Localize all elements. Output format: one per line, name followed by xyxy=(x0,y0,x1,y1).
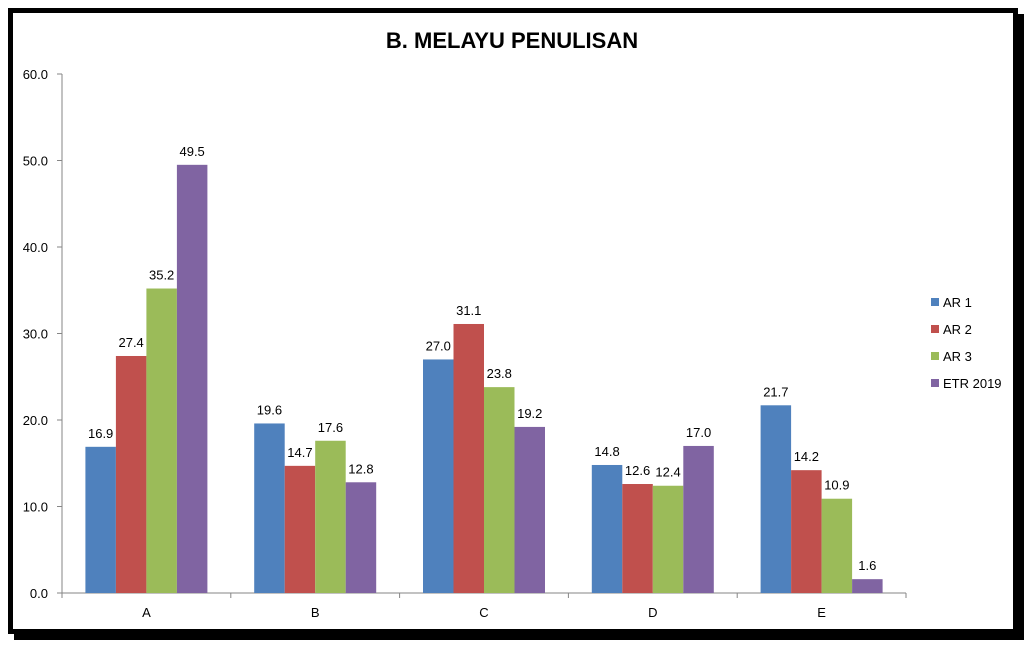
y-tick-label: 10.0 xyxy=(23,500,48,515)
legend-label: ETR 2019 xyxy=(943,376,1002,391)
data-label: 14.2 xyxy=(794,449,819,464)
y-tick-label: 60.0 xyxy=(23,67,48,82)
data-label: 14.7 xyxy=(287,445,312,460)
legend-label: AR 1 xyxy=(943,295,972,310)
bar xyxy=(760,405,792,593)
data-label: 10.9 xyxy=(824,478,849,493)
data-label: 35.2 xyxy=(149,268,174,283)
bar xyxy=(514,426,545,593)
y-tick-label: 40.0 xyxy=(23,240,48,255)
data-label: 17.0 xyxy=(686,425,711,440)
bar xyxy=(315,440,346,593)
data-label: 27.4 xyxy=(118,335,143,350)
data-label: 23.8 xyxy=(487,366,512,381)
y-tick-label: 20.0 xyxy=(23,413,48,428)
legend-swatch xyxy=(931,325,939,333)
x-tick-label: D xyxy=(648,605,657,620)
bar xyxy=(176,164,208,593)
bar xyxy=(652,485,684,593)
data-label: 49.5 xyxy=(179,144,204,159)
bar xyxy=(146,288,177,593)
bar xyxy=(591,464,623,593)
data-label: 21.7 xyxy=(763,384,788,399)
data-label: 19.6 xyxy=(257,402,282,417)
x-tick-label: E xyxy=(817,605,826,620)
data-label: 31.1 xyxy=(456,303,481,318)
bar xyxy=(852,579,883,593)
x-tick-label: C xyxy=(479,605,488,620)
data-label: 12.4 xyxy=(655,465,680,480)
y-tick-label: 0.0 xyxy=(30,586,48,601)
data-label: 14.8 xyxy=(594,444,619,459)
bar xyxy=(821,498,853,593)
legend-swatch xyxy=(931,298,939,306)
data-label: 12.8 xyxy=(348,461,373,476)
data-label: 17.6 xyxy=(318,420,343,435)
bar xyxy=(791,470,822,593)
bar xyxy=(284,465,316,593)
chart-title: B. MELAYU PENULISAN xyxy=(385,28,639,53)
legend-swatch xyxy=(931,379,939,387)
bar xyxy=(345,482,377,593)
data-label: 16.9 xyxy=(88,426,113,441)
data-label: 12.6 xyxy=(625,463,650,478)
bar xyxy=(115,355,147,593)
legend-label: AR 2 xyxy=(943,322,972,337)
data-label: 1.6 xyxy=(858,558,876,573)
bar xyxy=(423,359,454,593)
bar xyxy=(622,484,653,593)
bar xyxy=(254,423,285,593)
bar xyxy=(484,387,515,593)
y-tick-label: 50.0 xyxy=(23,154,48,169)
bar xyxy=(683,445,714,593)
bar xyxy=(453,323,484,593)
legend-label: AR 3 xyxy=(943,349,972,364)
x-tick-label: B xyxy=(311,605,320,620)
data-label: 27.0 xyxy=(426,338,451,353)
bar xyxy=(85,446,116,593)
y-tick-label: 30.0 xyxy=(23,327,48,342)
x-tick-label: A xyxy=(142,605,151,620)
legend-swatch xyxy=(931,352,939,360)
data-label: 19.2 xyxy=(517,406,542,421)
